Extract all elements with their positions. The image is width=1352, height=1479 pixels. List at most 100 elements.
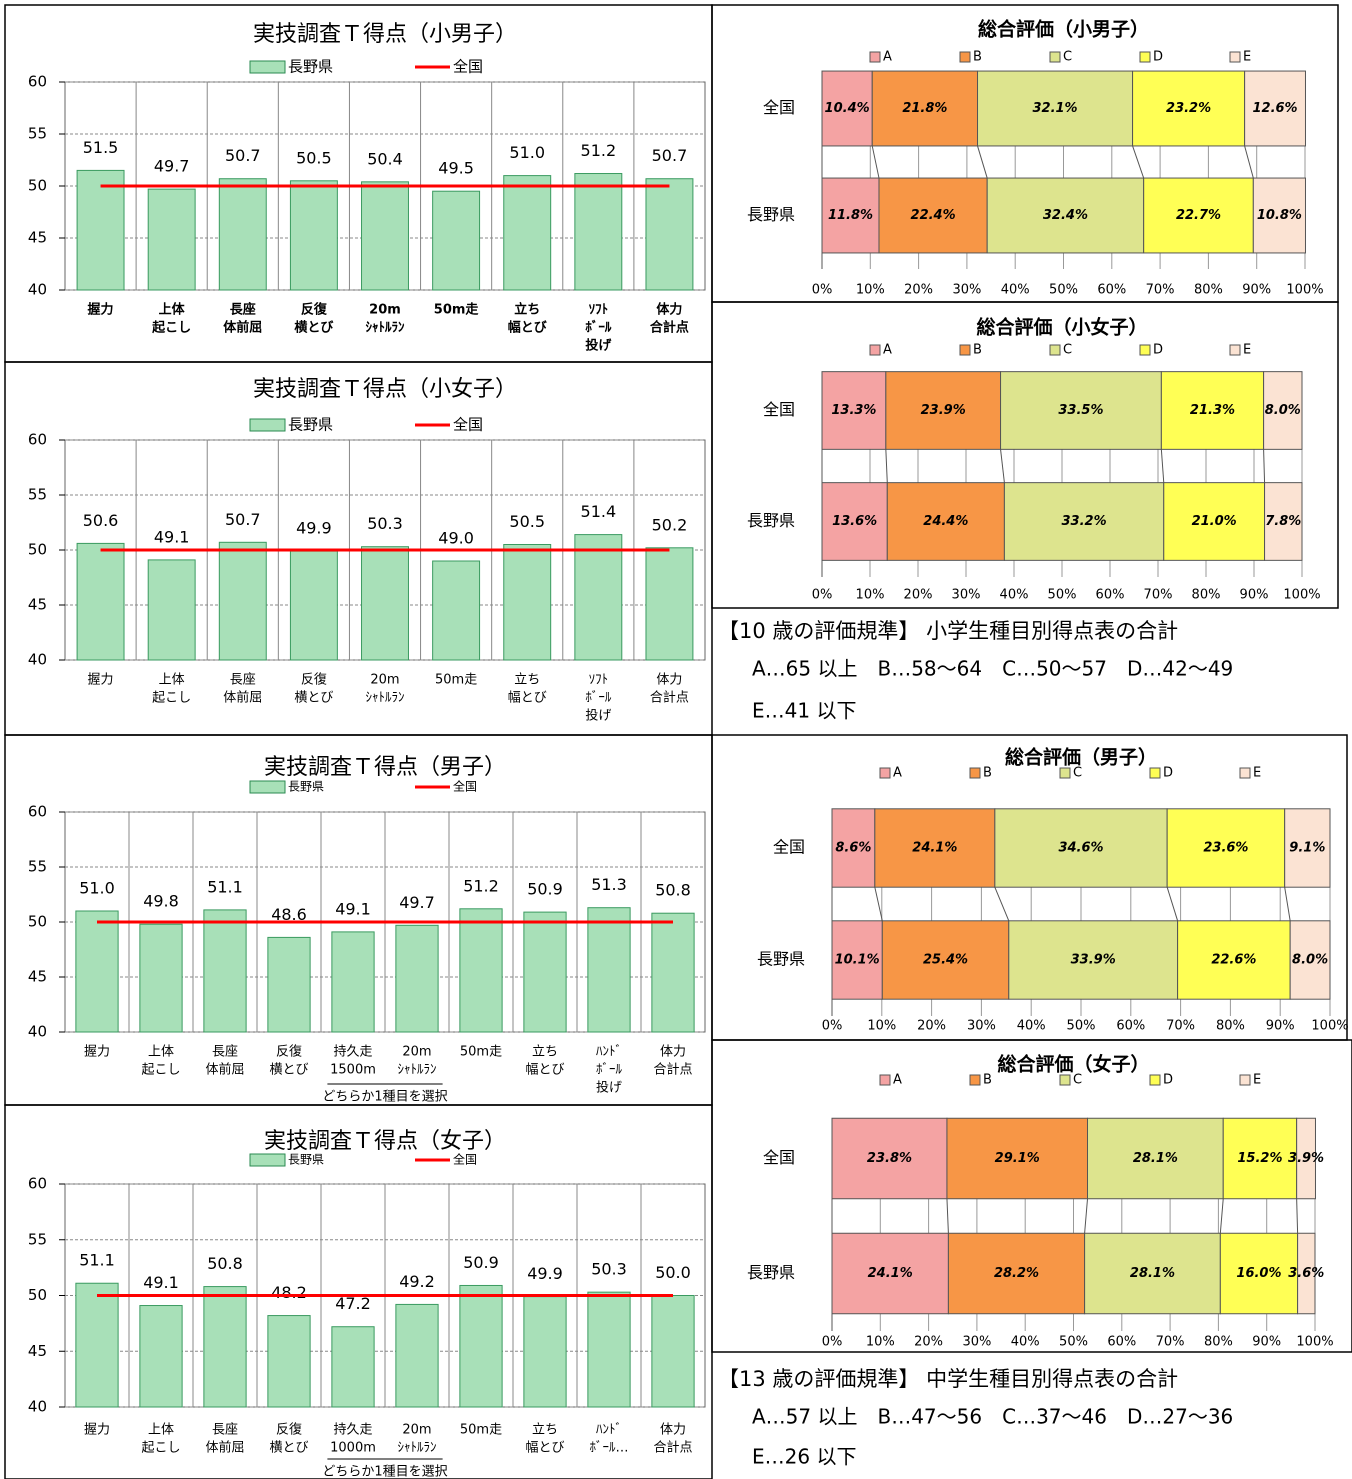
x-tick-label: ﾊﾝﾄﾞ (596, 1045, 622, 1060)
x-tick-label: ｼｬﾄﾙﾗﾝ (398, 1441, 437, 1456)
x-tick-label: 横とび (269, 1063, 308, 1078)
y-tick-label: 50 (28, 913, 47, 931)
x-tick-label: 横とび (294, 691, 333, 706)
x-tick-label: ｼｬﾄﾙﾗﾝ (366, 691, 405, 706)
x-tick-label: 長座 (230, 302, 256, 318)
chart-title: 総合評価（小男子） (978, 18, 1149, 41)
x-tick-label: 立ち (514, 673, 540, 688)
bar (267, 1315, 311, 1408)
connector (994, 887, 1010, 921)
bar (203, 1286, 247, 1408)
y-tick-label: 長野県 (747, 511, 795, 530)
legend-label: B (983, 766, 992, 781)
y-tick-label: 全国 (763, 98, 795, 117)
x-tick-label: 50m走 (434, 302, 480, 318)
legend-label: E (1253, 1073, 1261, 1088)
x-tick-label: 20m (402, 1423, 431, 1438)
data-label: 32.4% (1043, 208, 1088, 223)
bar-segment (1289, 920, 1331, 1000)
x-tick-label: 幅とび (525, 1441, 564, 1456)
x-tick-label: 60% (1097, 283, 1126, 298)
y-tick-label: 45 (28, 229, 47, 247)
data-label: 10.4% (825, 101, 870, 116)
x-tick-label: 横とび (294, 320, 334, 336)
y-tick-label: 60 (28, 803, 47, 821)
data-label: 25.4% (923, 953, 968, 968)
chart-title: 実技調査Ｔ得点（小男子） (253, 22, 517, 47)
bar-segment (946, 1117, 1089, 1200)
data-label: 33.9% (1071, 953, 1116, 968)
x-tick-label: 投げ (585, 708, 611, 724)
data-label: 16.0% (1236, 1266, 1281, 1281)
x-tick-label: 70% (1166, 1019, 1195, 1034)
connector (1160, 449, 1165, 483)
chart-frame (711, 1039, 1352, 1353)
legend-label: B (973, 50, 982, 65)
bar (331, 931, 375, 1033)
bar-segment (1263, 371, 1303, 450)
legend-swatch (1239, 767, 1251, 779)
data-label: 11.8% (828, 208, 873, 223)
legend-swatch (1229, 344, 1241, 356)
x-tick-label: 握力 (84, 1423, 110, 1438)
annotation: どちらか1種目を選択 (322, 1464, 447, 1479)
bar (75, 910, 119, 1033)
y-tick-label: 40 (28, 651, 47, 669)
chart-title: 実技調査Ｔ得点（小女子） (253, 377, 517, 402)
y-tick-label: 45 (28, 1342, 47, 1360)
x-tick-label: 持久走 (333, 1423, 372, 1438)
data-label: 47.2 (335, 1294, 371, 1313)
legend-swatch (1139, 51, 1151, 63)
x-tick-label: 0% (822, 1019, 843, 1034)
y-tick-label: 45 (28, 596, 47, 614)
legend-label: E (1253, 766, 1261, 781)
x-tick-label: ｿﾌﾄ (589, 673, 609, 688)
data-label: 50.3 (367, 514, 403, 533)
legend-swatch (249, 418, 286, 432)
y-tick-label: 50 (28, 177, 47, 195)
bar (395, 924, 439, 1033)
data-label: 10.1% (835, 953, 880, 968)
note-heading: 【10 歳の評価規準】 小学生種目別得点表の合計 (718, 619, 1178, 643)
y-tick-label: 全国 (763, 1148, 795, 1167)
x-tick-label: 10% (856, 283, 885, 298)
legend-swatch (1229, 51, 1241, 63)
x-tick-label: 0% (812, 283, 833, 298)
data-label: 8.0% (1292, 953, 1328, 968)
y-tick-label: 長野県 (747, 1263, 795, 1282)
bar-segment (885, 371, 1002, 450)
x-tick-label: 10% (866, 1335, 895, 1350)
bar-segment (986, 177, 1145, 254)
x-tick-label: ｿﾌﾄ (589, 303, 609, 318)
legend-label: C (1063, 50, 1072, 65)
bar (289, 180, 338, 291)
y-tick-label: 40 (28, 281, 47, 299)
data-label: 28.1% (1133, 1151, 1178, 1166)
data-label: 49.8 (143, 892, 179, 911)
data-label: 51.1 (207, 877, 243, 896)
x-tick-label: 上体 (159, 673, 185, 688)
bar (503, 175, 552, 291)
data-label: 50.8 (655, 881, 691, 900)
connector (1166, 887, 1179, 921)
data-label: 28.1% (1130, 1266, 1175, 1281)
y-tick-label: 55 (28, 125, 47, 143)
x-tick-label: 上体 (148, 1045, 174, 1060)
x-tick-label: 合計点 (650, 320, 689, 336)
bar-segment (1084, 1232, 1221, 1315)
data-label: 9.1% (1289, 841, 1325, 856)
x-tick-label: ｼｬﾄﾙﾗﾝ (366, 321, 406, 336)
y-tick-label: 45 (28, 968, 47, 986)
data-label: 51.4 (581, 502, 617, 521)
legend-swatch (1149, 1074, 1161, 1086)
bar (267, 936, 311, 1033)
x-tick-label: 長座 (230, 673, 256, 688)
bar (76, 542, 125, 661)
bar (395, 1303, 439, 1408)
x-tick-label: 80% (1216, 1019, 1245, 1034)
bar-segment (1297, 1232, 1316, 1315)
data-label: 50.0 (655, 1263, 691, 1282)
data-label: 22.7% (1176, 208, 1221, 223)
x-tick-label: 投げ (585, 338, 612, 354)
bar-segment (977, 70, 1134, 147)
